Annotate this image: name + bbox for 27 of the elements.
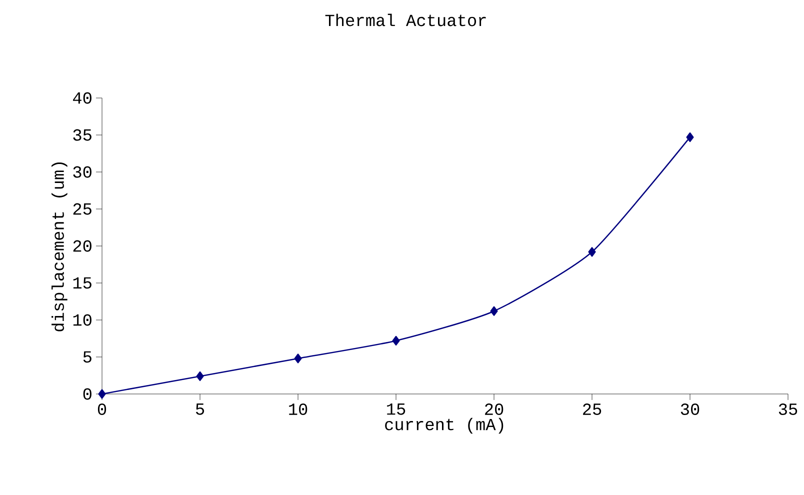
point: [196, 371, 204, 382]
point: [294, 354, 302, 364]
y-tick-label: 0: [83, 388, 92, 400]
point: [686, 132, 694, 142]
x-tick-label: 30: [680, 404, 700, 416]
y-axis-title: displacement (um): [52, 162, 68, 332]
y-tick-label: 25: [73, 203, 92, 215]
x-tick-label: 10: [289, 404, 308, 416]
x-tick-label: 20: [485, 404, 504, 416]
x-tick-label: 5: [196, 404, 204, 415]
y-tick-label: 40: [73, 92, 92, 104]
y-tick-label: 30: [73, 166, 92, 178]
point: [588, 247, 596, 257]
y-tick-label: 10: [73, 314, 92, 326]
y-tick-label: 5: [83, 351, 92, 363]
y-tick-label: 20: [73, 240, 92, 252]
x-tick-label: 25: [583, 404, 602, 416]
x-axis-title: current (mA): [385, 418, 504, 434]
x-tick-label: 35: [778, 404, 798, 416]
x-tick-label: 0: [98, 404, 106, 416]
chart-title: Thermal Actuator: [325, 14, 486, 26]
y-tick-label: 35: [73, 129, 92, 141]
x-tick-label: 15: [387, 404, 406, 415]
point: [392, 336, 400, 346]
point: [98, 389, 106, 399]
y-tick-label: 15: [73, 277, 92, 289]
point: [490, 306, 498, 316]
